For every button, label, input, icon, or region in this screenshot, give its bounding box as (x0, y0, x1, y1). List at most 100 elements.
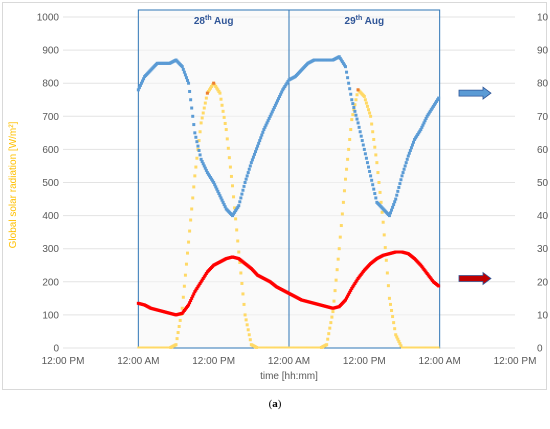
data-point (308, 346, 311, 349)
data-point (407, 151, 411, 155)
data-point (241, 188, 245, 192)
right-tick-label: 90 (537, 46, 548, 57)
right-tick-label: 60 (537, 145, 548, 156)
data-point (189, 299, 193, 303)
data-point (139, 346, 142, 349)
data-point (207, 88, 211, 92)
data-point (402, 346, 405, 349)
data-point (214, 185, 218, 189)
data-point (245, 174, 249, 178)
data-point (213, 183, 217, 187)
data-point (281, 346, 284, 349)
right-tick-label: 40 (537, 211, 548, 222)
data-point (394, 197, 398, 201)
data-point (223, 121, 227, 125)
data-point (221, 109, 225, 113)
data-point (187, 81, 191, 85)
data-point (350, 286, 354, 290)
data-point (177, 324, 181, 328)
figure-caption: (a) (0, 398, 550, 410)
data-point (398, 182, 402, 186)
data-point (178, 318, 182, 322)
data-point (272, 346, 275, 349)
data-point (158, 346, 161, 349)
data-point (198, 281, 202, 285)
data-point (341, 61, 345, 65)
data-point (282, 86, 286, 90)
data-point (236, 205, 240, 209)
x-tick-label: 12:00 AM (117, 356, 159, 367)
day-label: 28th Aug (194, 15, 234, 27)
data-point (191, 114, 195, 118)
data-point (277, 346, 280, 349)
data-point (285, 81, 289, 85)
data-point (352, 105, 356, 109)
data-point (243, 313, 247, 317)
data-point (193, 290, 197, 294)
data-point (194, 165, 198, 169)
data-point (209, 86, 213, 90)
data-point (419, 346, 422, 349)
data-point (138, 346, 141, 349)
data-point (258, 346, 261, 349)
data-point (222, 115, 226, 119)
data-point (346, 76, 350, 80)
data-point (345, 296, 349, 300)
data-point (418, 346, 421, 349)
data-point (391, 205, 395, 209)
series-1 (137, 81, 440, 349)
data-point (150, 346, 153, 349)
data-point (396, 189, 400, 193)
data-point (354, 113, 358, 117)
data-point (142, 77, 146, 81)
data-point (437, 96, 441, 100)
data-point (284, 83, 288, 87)
data-point (415, 346, 418, 349)
data-point (278, 346, 281, 349)
data-point (174, 343, 178, 347)
data-point (332, 299, 336, 303)
data-point (351, 285, 355, 289)
data-point (350, 98, 354, 102)
chart-svg: 28th Aug 29th Aug 01002003004005006007008… (8, 9, 548, 382)
data-point (242, 184, 246, 188)
data-point (186, 78, 190, 82)
data-point (202, 275, 206, 279)
data-point (149, 346, 152, 349)
data-point (269, 112, 273, 116)
data-point (303, 346, 306, 349)
data-point (421, 123, 425, 127)
data-point (416, 346, 419, 349)
data-point (205, 171, 209, 175)
data-point (198, 153, 202, 157)
data-point (271, 108, 275, 112)
data-point (328, 326, 332, 330)
data-point (206, 172, 210, 176)
series-3 (136, 250, 441, 317)
data-point (383, 246, 387, 250)
data-point (268, 114, 272, 118)
data-point (290, 346, 293, 349)
data-point (375, 161, 379, 165)
data-point (289, 346, 292, 349)
data-point (280, 346, 283, 349)
data-point (252, 152, 256, 156)
data-point (431, 346, 434, 349)
data-point (359, 134, 363, 138)
data-point (353, 109, 357, 113)
data-point (408, 346, 411, 349)
x-tick-label: 12:00 AM (268, 356, 310, 367)
data-point (247, 167, 251, 171)
data-point (198, 130, 202, 134)
data-point (353, 281, 357, 285)
data-point (138, 83, 142, 87)
data-point (218, 194, 222, 198)
data-point (356, 121, 360, 125)
data-point (364, 156, 368, 160)
data-point (148, 346, 151, 349)
data-point (202, 164, 206, 168)
data-point (430, 346, 433, 349)
data-point (203, 273, 207, 277)
data-point (248, 164, 252, 168)
data-point (249, 161, 253, 165)
